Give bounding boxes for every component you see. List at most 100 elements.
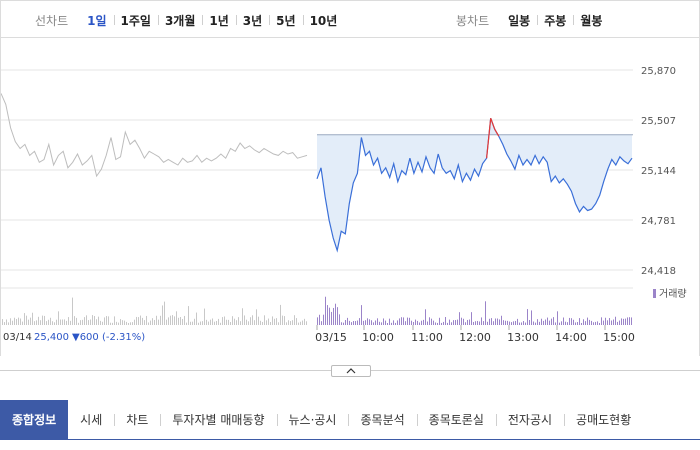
tab-electronic-disclosure[interactable]: 전자공시: [495, 400, 564, 440]
volume-bar: [345, 320, 346, 325]
volume-bar: [70, 320, 71, 325]
volume-bar: [539, 321, 540, 325]
candle-daily-button[interactable]: 일봉: [508, 13, 531, 28]
volume-bar: [441, 322, 442, 325]
volume-bar: [367, 318, 368, 325]
volume-bar: [391, 322, 392, 325]
tab-short-selling[interactable]: 공매도현황: [564, 400, 643, 440]
tab-investor-trading[interactable]: 투자자별 매매동향: [160, 400, 276, 440]
volume-bar: [459, 312, 460, 325]
volume-bar: [146, 315, 147, 325]
volume-bar: [593, 322, 594, 325]
volume-bar: [351, 322, 352, 325]
volume-bar: [323, 314, 324, 325]
price-chart[interactable]: 25,870 25,507 25,144 24,781 24,418 03/15 10:0…: [0, 38, 700, 356]
volume-bar: [449, 319, 450, 325]
tab-chart[interactable]: 차트: [114, 400, 160, 440]
volume-bar: [132, 322, 133, 325]
volume-bar: [347, 317, 348, 325]
volume-bar: [525, 322, 526, 325]
volume-bar: [216, 320, 217, 325]
volume-bar: [264, 315, 265, 325]
volume-bar: [86, 315, 87, 325]
period-10y-button[interactable]: 10년: [302, 12, 345, 29]
volume-bar: [575, 322, 576, 325]
volume-bar: [423, 319, 424, 325]
y-tick-label: 24,418: [641, 266, 676, 277]
volume-bar: [240, 321, 241, 325]
period-1d-button[interactable]: 1일: [87, 13, 107, 28]
volume-bar: [563, 317, 564, 325]
volume-bar: [218, 318, 219, 325]
volume-bar: [222, 317, 223, 325]
volume-bar: [467, 319, 468, 325]
volume-bar: [329, 307, 330, 325]
volume-bar: [224, 316, 225, 325]
volume-bar: [106, 316, 107, 325]
y-tick-label: 25,507: [641, 116, 676, 127]
volume-bar: [461, 317, 462, 325]
period-1y-button[interactable]: 1년: [202, 12, 235, 29]
volume-bar: [629, 317, 630, 325]
volume-bar: [445, 317, 446, 325]
tab-stock-analysis[interactable]: 종목분석: [348, 400, 416, 440]
volume-bar: [443, 321, 444, 325]
period-5y-button[interactable]: 5년: [269, 12, 302, 29]
volume-bar: [28, 319, 29, 325]
volume-bar: [206, 319, 207, 325]
volume-bar: [100, 320, 101, 325]
volume-bar: [565, 321, 566, 325]
volume-bar: [160, 315, 161, 325]
volume-bar: [359, 318, 360, 325]
volume-bar: [435, 322, 436, 325]
volume-bar: [18, 317, 19, 325]
tab-overview[interactable]: 종합정보: [0, 399, 69, 440]
candle-weekly-button[interactable]: 주봉: [537, 12, 573, 29]
tab-discussion-board[interactable]: 종목토론실: [416, 400, 496, 440]
volume-bar: [274, 318, 275, 325]
volume-bar: [425, 309, 426, 325]
volume-legend-label: 거래량: [659, 288, 687, 300]
volume-bar: [523, 321, 524, 325]
volume-bar: [104, 317, 105, 325]
period-3m-button[interactable]: 3개월: [157, 12, 202, 29]
period-1w-button[interactable]: 1주일: [113, 12, 158, 29]
y-tick-label: 25,870: [641, 66, 676, 77]
volume-bar: [501, 315, 502, 325]
period-3y-button[interactable]: 3년: [235, 12, 269, 29]
volume-bar: [451, 322, 452, 325]
volume-bar: [405, 321, 406, 325]
volume-bar: [72, 297, 73, 325]
volume-bar: [557, 311, 558, 325]
volume-bar: [589, 319, 590, 325]
volume-bar: [44, 315, 45, 325]
volume-bar: [631, 317, 632, 325]
above-reference-price-line: [486, 117, 500, 159]
volume-bar: [164, 301, 165, 325]
volume-bar: [258, 316, 259, 325]
volume-bar: [182, 318, 183, 325]
volume-bar: [439, 317, 440, 325]
volume-bar: [2, 319, 3, 325]
volume-bar: [343, 322, 344, 325]
candle-monthly-button[interactable]: 월봉: [573, 12, 609, 29]
volume-bar: [623, 318, 624, 325]
volume-bar: [545, 319, 546, 325]
volume-bar: [349, 320, 350, 325]
volume-bar: [268, 318, 269, 325]
volume-bar: [499, 319, 500, 325]
volume-bar: [521, 322, 522, 325]
volume-bar: [387, 322, 388, 325]
tab-quotes[interactable]: 시세: [80, 413, 103, 427]
volume-bar: [210, 319, 211, 325]
chart-collapse-button[interactable]: [331, 365, 371, 377]
volume-bar: [266, 320, 267, 325]
volume-bar: [493, 321, 494, 325]
volume-bar: [202, 321, 203, 325]
volume-bar: [469, 319, 470, 325]
tab-news-disclosure[interactable]: 뉴스·공시: [276, 400, 349, 440]
volume-bar: [40, 320, 41, 325]
volume-bar: [20, 318, 21, 325]
volume-bar: [134, 319, 135, 325]
volume-bar: [597, 321, 598, 325]
